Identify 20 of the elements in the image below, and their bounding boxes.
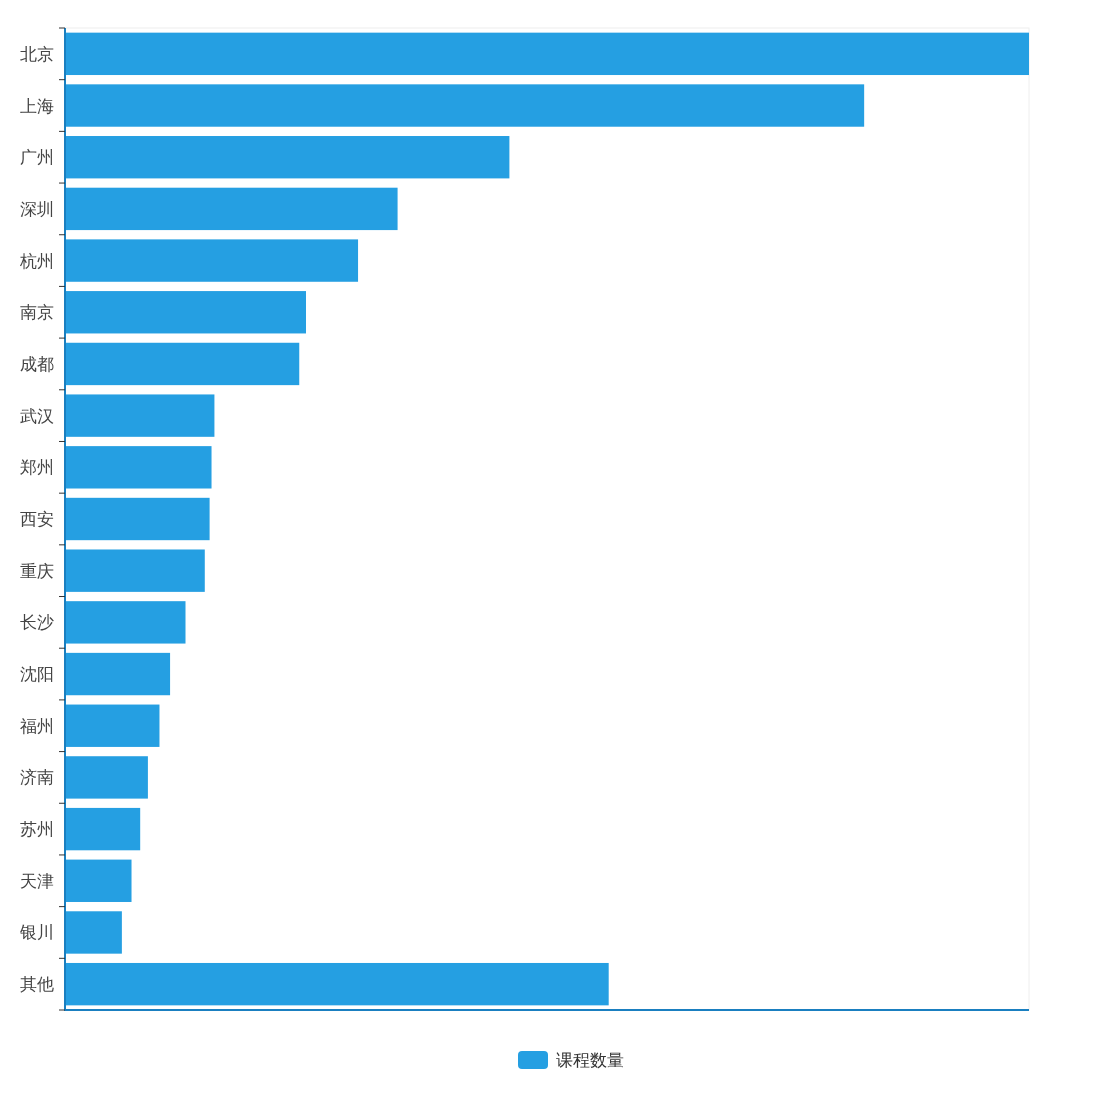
- y-tick-label: 其他: [20, 974, 54, 995]
- y-tick-label: 武汉: [20, 405, 54, 426]
- y-tick-label: 南京: [20, 302, 54, 323]
- y-tick-label: 天津: [20, 870, 54, 891]
- y-tick-label: 沈阳: [20, 664, 54, 685]
- y-tick-label: 上海: [20, 95, 54, 116]
- y-tick-label: 济南: [20, 767, 54, 788]
- y-tick-label: 重庆: [20, 560, 54, 581]
- y-tick-label: 长沙: [20, 612, 54, 633]
- y-tick-label: 苏州: [20, 819, 54, 840]
- y-tick-label: 成都: [20, 353, 54, 374]
- y-tick-label: 北京: [20, 43, 54, 64]
- y-tick-label: 深圳: [20, 198, 54, 219]
- y-tick-label: 杭州: [19, 250, 54, 271]
- y-tick-label: 银川: [19, 922, 54, 943]
- y-tick-label: 郑州: [20, 457, 54, 478]
- y-tick-label: 广州: [20, 147, 54, 168]
- y-tick-label: 福州: [20, 715, 54, 736]
- y-tick-label: 西安: [20, 509, 54, 529]
- legend-label: 课程数量: [556, 1050, 624, 1070]
